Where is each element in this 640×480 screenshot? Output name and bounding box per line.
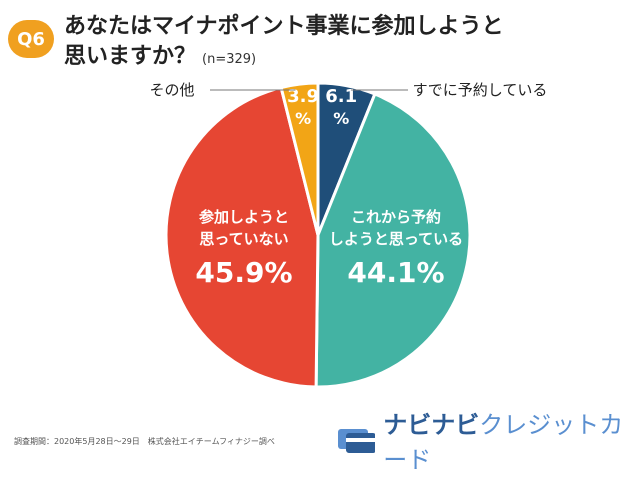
logo-accent: クレジットカード bbox=[383, 411, 624, 474]
brand-logo: ナビナビクレジットカード bbox=[336, 411, 640, 474]
title-line-1: あなたはマイナポイント事業に参加しようと bbox=[64, 14, 504, 39]
slice-label-plan-1: これから予約 bbox=[351, 208, 441, 226]
slice-value-reserved: 6.1 bbox=[325, 86, 357, 107]
title-line-2: 思いますか？ bbox=[64, 44, 197, 69]
logo-main: ナビナビ bbox=[383, 411, 480, 439]
slice-label-not-2: 思っていない bbox=[199, 230, 288, 248]
sample-size: (n=329) bbox=[202, 52, 257, 67]
pie-slice-not bbox=[164, 85, 320, 389]
pie-slice-other bbox=[279, 81, 320, 236]
slice-label-plan-2: しようと思っている bbox=[329, 230, 463, 248]
credit-card-icon bbox=[338, 429, 376, 453]
slice-value-other: 3.9 bbox=[287, 86, 319, 107]
slice-value-unit-other: % bbox=[295, 109, 311, 128]
slice-label-reserved: すでに予約している bbox=[413, 81, 548, 99]
slice-label-other: その他 bbox=[149, 81, 194, 99]
slice-value-unit-reserved: % bbox=[333, 109, 349, 128]
page-title: あなたはマイナポイント事業に参加しようと 思いますか？ (n=329) bbox=[64, 12, 624, 72]
slice-value-not: 45.9% bbox=[195, 256, 292, 289]
question-badge: Q6 bbox=[8, 20, 54, 58]
slice-value-plan: 44.1% bbox=[347, 256, 444, 289]
survey-note: 調査期間：2020年5月28日〜29日 株式会社エイチームフィナジー調べ bbox=[14, 437, 275, 446]
slice-label-not-1: 参加しようと bbox=[199, 208, 289, 226]
pie-slice-plan bbox=[314, 92, 472, 389]
